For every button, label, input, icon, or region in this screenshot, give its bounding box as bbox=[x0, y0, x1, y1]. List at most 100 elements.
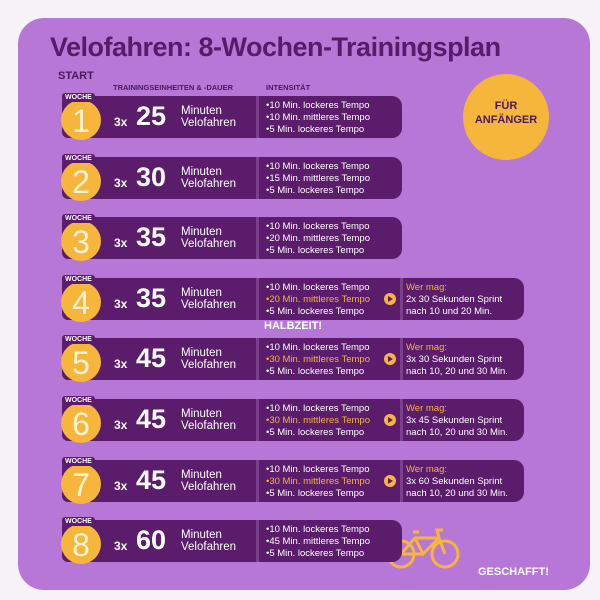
times: 3x bbox=[114, 357, 128, 372]
extra-line: nach 10 und 20 Min. bbox=[406, 305, 493, 317]
extra-line: 3x 30 Sekunden Sprint bbox=[406, 354, 503, 366]
intensity-line: 30 Min. mittleres Tempo bbox=[266, 415, 370, 426]
times: 3x bbox=[114, 478, 128, 493]
title: Velofahren: 8-Wochen-Trainingsplan bbox=[50, 32, 501, 62]
separator bbox=[400, 338, 403, 381]
unit-line: Minuten bbox=[181, 226, 222, 239]
unit-line: Minuten bbox=[181, 468, 222, 481]
extra-line: Wer mag: bbox=[406, 403, 448, 414]
extra-line: Wer mag: bbox=[406, 342, 448, 354]
arrow-icon bbox=[384, 414, 396, 426]
week-number: 6 bbox=[61, 403, 101, 443]
start-label: START bbox=[58, 70, 94, 82]
separator bbox=[256, 96, 259, 138]
intensity-line: 5 Min. lockeres Tempo bbox=[266, 306, 364, 317]
separator bbox=[400, 399, 403, 441]
unit-line: Velofahren bbox=[181, 238, 236, 251]
unit-line: Minuten bbox=[181, 408, 222, 420]
separator bbox=[256, 217, 259, 260]
week-number: 4 bbox=[61, 281, 101, 322]
unit-line: Velofahren bbox=[181, 480, 236, 493]
intensity-line: 10 Min. lockeres Tempo bbox=[266, 161, 369, 172]
intensity-line: 10 Min. lockeres Tempo bbox=[266, 282, 369, 293]
week-number: 8 bbox=[61, 524, 101, 565]
intensity-line: 10 Min. lockeres Tempo bbox=[266, 464, 369, 475]
intensity-line: 20 Min. mittleres Tempo bbox=[266, 294, 370, 305]
week-label: WOCHE bbox=[62, 93, 95, 102]
minutes: 45 bbox=[136, 404, 167, 434]
week-label: WOCHE bbox=[62, 335, 95, 345]
week-label: WOCHE bbox=[62, 153, 95, 163]
week-label: WOCHE bbox=[62, 214, 95, 224]
intensity-line: 5 Min. lockeres Tempo bbox=[266, 245, 364, 256]
minutes: 35 bbox=[136, 222, 167, 253]
intensity-line: 5 Min. lockeres Tempo bbox=[266, 488, 364, 499]
intensity-line: 5 Min. lockeres Tempo bbox=[266, 124, 364, 135]
arrow-icon bbox=[384, 474, 396, 487]
intensity-line: 15 Min. mittleres Tempo bbox=[266, 173, 370, 184]
minutes: 30 bbox=[136, 161, 167, 192]
unit-line: Velofahren bbox=[181, 298, 236, 311]
week-label: WOCHE bbox=[62, 517, 95, 527]
separator bbox=[256, 399, 259, 441]
week-label: WOCHE bbox=[62, 274, 95, 284]
intensity-line: 10 Min. lockeres Tempo bbox=[266, 342, 369, 353]
unit-line: Velofahren bbox=[181, 541, 236, 554]
extra-line: nach 10, 20 und 30 Min. bbox=[406, 427, 508, 438]
separator bbox=[256, 520, 259, 563]
week-number: 3 bbox=[61, 221, 101, 262]
halfway-label: HALBZEIT! bbox=[264, 320, 323, 332]
separator bbox=[256, 156, 259, 199]
week-label: WOCHE bbox=[62, 396, 95, 405]
separator bbox=[256, 338, 259, 381]
badge-line: ANFÄNGER bbox=[474, 114, 538, 126]
unit-line: Minuten bbox=[181, 286, 222, 299]
unit-line: Velofahren bbox=[181, 359, 236, 372]
minutes: 35 bbox=[136, 282, 167, 313]
intensity-line: 10 Min. lockeres Tempo bbox=[266, 221, 369, 232]
separator bbox=[256, 459, 259, 502]
extra-line: Wer mag: bbox=[406, 281, 448, 293]
intensity-line: 5 Min. lockeres Tempo bbox=[266, 366, 364, 377]
minutes: 25 bbox=[136, 101, 167, 131]
intensity-line: 10 Min. mittleres Tempo bbox=[266, 112, 370, 123]
arrow-icon bbox=[384, 353, 396, 366]
week-number: 1 bbox=[61, 100, 101, 140]
intensity-line: 30 Min. mittleres Tempo bbox=[266, 476, 370, 487]
times: 3x bbox=[114, 418, 128, 432]
unit-line: Minuten bbox=[181, 105, 222, 117]
intensity-line: 10 Min. lockeres Tempo bbox=[266, 100, 369, 111]
intensity-line: 5 Min. lockeres Tempo bbox=[266, 548, 364, 559]
intensity-line: 45 Min. mittleres Tempo bbox=[266, 536, 370, 547]
times: 3x bbox=[114, 175, 128, 190]
times: 3x bbox=[114, 236, 128, 251]
unit-line: Minuten bbox=[181, 347, 222, 360]
times: 3x bbox=[114, 296, 128, 311]
times: 3x bbox=[114, 115, 128, 129]
intensity-line: 20 Min. mittleres Tempo bbox=[266, 233, 370, 244]
finish-label: GESCHAFFT! bbox=[478, 566, 549, 578]
intensity-line: 5 Min. lockeres Tempo bbox=[266, 427, 364, 438]
plan-card: Velofahren: 8-Wochen-Trainingsplan START… bbox=[18, 18, 590, 590]
intensity-line: 5 Min. lockeres Tempo bbox=[266, 185, 364, 196]
week-number: 5 bbox=[61, 342, 101, 383]
extra-line: nach 10, 20 und 30 Min. bbox=[406, 366, 508, 378]
unit-line: Velofahren bbox=[181, 117, 236, 129]
badge: FÜR ANFÄNGER bbox=[463, 74, 549, 160]
extra-line: 2x 30 Sekunden Sprint bbox=[406, 293, 503, 305]
extra-line: 3x 60 Sekunden Sprint bbox=[406, 475, 503, 487]
unit-line: Velofahren bbox=[181, 177, 236, 190]
unit-line: Velofahren bbox=[181, 420, 236, 432]
extra-line: nach 10, 20 und 30 Min. bbox=[406, 487, 508, 499]
column-header: INTENSITÄT bbox=[266, 83, 311, 92]
column-header: TRAININGSEINHEITEN & -DAUER bbox=[113, 83, 234, 92]
arrow-icon bbox=[384, 292, 396, 305]
separator bbox=[400, 277, 403, 320]
minutes: 45 bbox=[136, 464, 167, 495]
unit-line: Minuten bbox=[181, 529, 222, 542]
intensity-line: 10 Min. lockeres Tempo bbox=[266, 403, 369, 414]
week-label: WOCHE bbox=[62, 456, 95, 466]
badge-line: FÜR bbox=[494, 100, 518, 112]
separator bbox=[400, 459, 403, 502]
